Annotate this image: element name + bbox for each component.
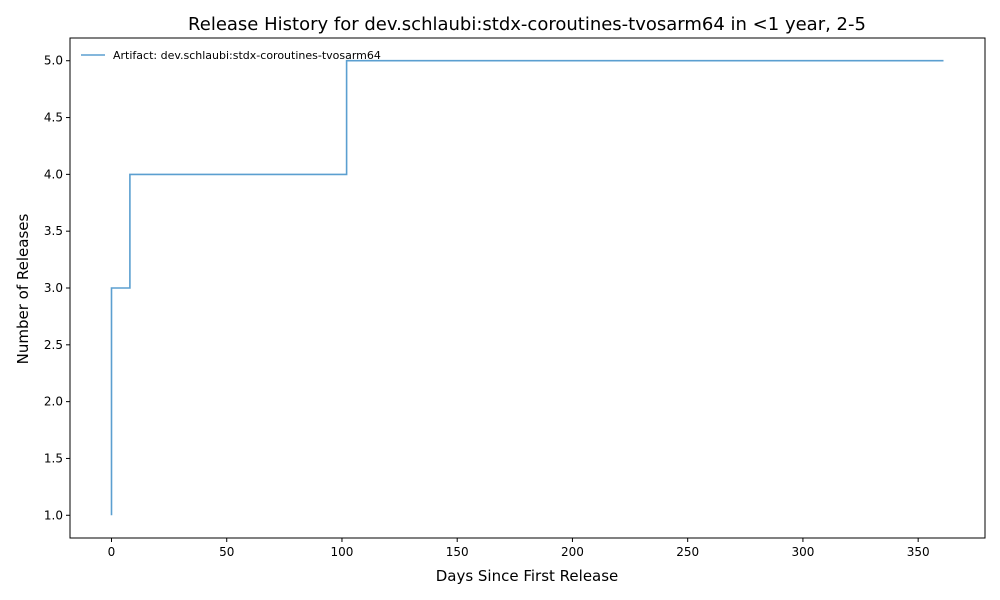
x-tick-label: 200: [561, 545, 584, 559]
x-tick-label: 150: [446, 545, 469, 559]
series-line-0: [110, 59, 944, 516]
y-tick-label: 3.0: [44, 281, 63, 295]
x-tick-label: 100: [331, 545, 354, 559]
series-layer: [110, 59, 944, 516]
y-tick-label: 2.5: [44, 338, 63, 352]
x-tick-label: 0: [108, 545, 116, 559]
y-axis-label: Number of Releases: [14, 213, 32, 364]
y-tick-label: 3.5: [44, 224, 63, 238]
y-tick-label: 1.5: [44, 451, 63, 465]
y-tick-label: 5.0: [44, 54, 63, 68]
y-tick-label: 4.5: [44, 111, 63, 125]
plot-area-frame: [69, 37, 986, 539]
y-tick-label: 2.0: [44, 395, 63, 409]
legend: Artifact: dev.schlaubi:stdx-coroutines-t…: [81, 49, 381, 62]
y-tick-label: 4.0: [44, 167, 63, 181]
chart-title: Release History for dev.schlaubi:stdx-co…: [188, 14, 866, 35]
y-tick-label: 1.0: [44, 508, 63, 522]
x-tick-label: 300: [791, 545, 814, 559]
x-axis-ticks: 0 50 100 150 200 250 300 350: [108, 538, 930, 559]
x-tick-label: 250: [676, 545, 699, 559]
x-tick-label: 350: [907, 545, 930, 559]
x-axis-label: Days Since First Release: [436, 567, 619, 585]
x-tick-label: 50: [219, 545, 234, 559]
legend-entry-label: Artifact: dev.schlaubi:stdx-coroutines-t…: [113, 49, 381, 62]
y-axis-ticks: 1.0 1.5 2.0 2.5 3.0 3.5 4.0 4.5 5.0: [44, 54, 70, 522]
